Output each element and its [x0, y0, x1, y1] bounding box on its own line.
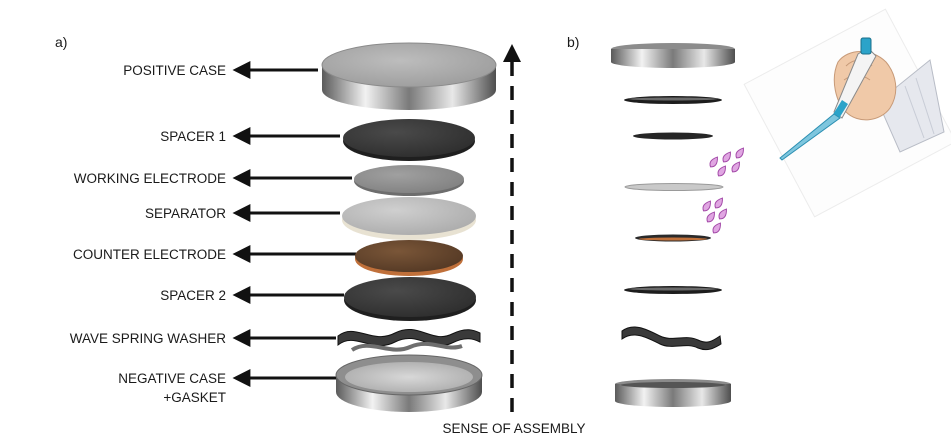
sense-of-assembly-arrow	[503, 44, 521, 412]
side-counter-electrode	[635, 234, 711, 242]
label-negative-case-gasket: +GASKET	[163, 390, 226, 405]
droplet-icon	[717, 165, 726, 177]
droplet-icon	[702, 200, 711, 212]
sense-of-assembly-caption: SENSE OF ASSEMBLY	[442, 421, 585, 436]
working-electrode	[354, 165, 464, 196]
spacer-1	[343, 119, 475, 161]
counter-electrode	[355, 240, 463, 276]
droplet-icon	[731, 161, 740, 173]
electrolyte-droplets-upper	[709, 147, 744, 177]
positive-case	[321, 42, 497, 110]
label-wave-spring-washer: WAVE SPRING WASHER	[70, 331, 227, 346]
droplet-icon	[722, 151, 731, 163]
electrolyte-droplets-lower	[702, 197, 727, 234]
label-working-electrode: WORKING ELECTRODE	[74, 171, 226, 186]
label-spacer-1: SPACER 1	[160, 129, 226, 144]
panel-label-b: b)	[567, 34, 579, 50]
negative-case-gasket	[335, 354, 483, 412]
spacer-2	[344, 277, 476, 321]
side-working-electrode	[633, 132, 713, 140]
label-counter-electrode: COUNTER ELECTRODE	[73, 247, 226, 262]
droplet-icon	[712, 222, 721, 234]
side-spacer-2	[624, 286, 722, 294]
pipette-hand-illustration	[743, 8, 951, 218]
wave-spring-washer	[337, 328, 481, 352]
label-negative-case: NEGATIVE CASE	[118, 371, 226, 386]
label-spacer-2: SPACER 2	[160, 288, 226, 303]
side-wave-spring-washer	[621, 326, 722, 351]
droplet-icon	[735, 147, 744, 159]
droplet-icon	[709, 156, 718, 168]
side-negative-case	[615, 379, 731, 407]
side-separator	[624, 183, 724, 191]
label-positive-case: POSITIVE CASE	[123, 63, 226, 78]
droplet-icon	[718, 208, 727, 220]
droplet-icon	[714, 197, 723, 209]
separator	[342, 197, 476, 240]
droplet-icon	[706, 211, 715, 223]
side-spacer-1	[624, 96, 722, 104]
label-separator: SEPARATOR	[145, 206, 226, 221]
panel-label-a: a)	[55, 34, 67, 50]
leader-arrows	[232, 61, 356, 387]
side-positive-case	[611, 43, 735, 68]
